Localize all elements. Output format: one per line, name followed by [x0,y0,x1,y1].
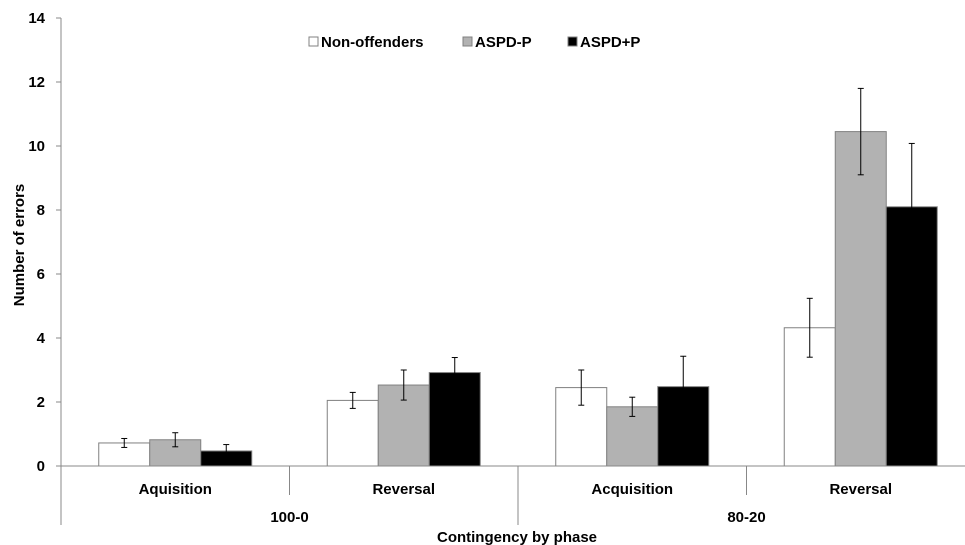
y-tick-label: 4 [37,330,46,347]
bar [428,372,481,467]
legend-label: Non-offenders [321,34,424,51]
legend-swatch [462,36,473,47]
y-tick-label: 12 [28,74,45,91]
y-tick-label: 0 [37,458,45,475]
x-group-label: 80-20 [727,509,765,526]
y-tick-label: 2 [37,394,45,411]
error-bars [121,87,915,458]
x-tick-label: Reversal [829,481,892,498]
x-axis: Aquisition Reversal Acquisition Reversal 100… [60,465,965,526]
legend: Non-offenders ASPD-P ASPD+P [308,34,640,51]
y-tick-label: 10 [28,138,45,155]
bar [326,399,379,467]
legend-swatch [308,36,319,47]
y-tick-label: 8 [37,202,45,219]
x-group-label: 100-0 [270,509,308,526]
y-axis: 0 2 4 6 8 10 12 14 [28,10,62,475]
bar [834,131,887,467]
x-tick-label: Reversal [372,481,435,498]
legend-label: ASPD-P [475,34,532,51]
x-axis-title: Contingency by phase [437,529,597,545]
y-tick-label: 6 [37,266,45,283]
x-tick-label: Acquisition [591,481,673,498]
y-axis-title: Number of errors [11,184,28,307]
x-tick-label: Aquisition [139,481,212,498]
legend-label: ASPD+P [580,34,640,51]
legend-swatch [567,36,578,47]
y-tick-label: 14 [28,10,45,27]
